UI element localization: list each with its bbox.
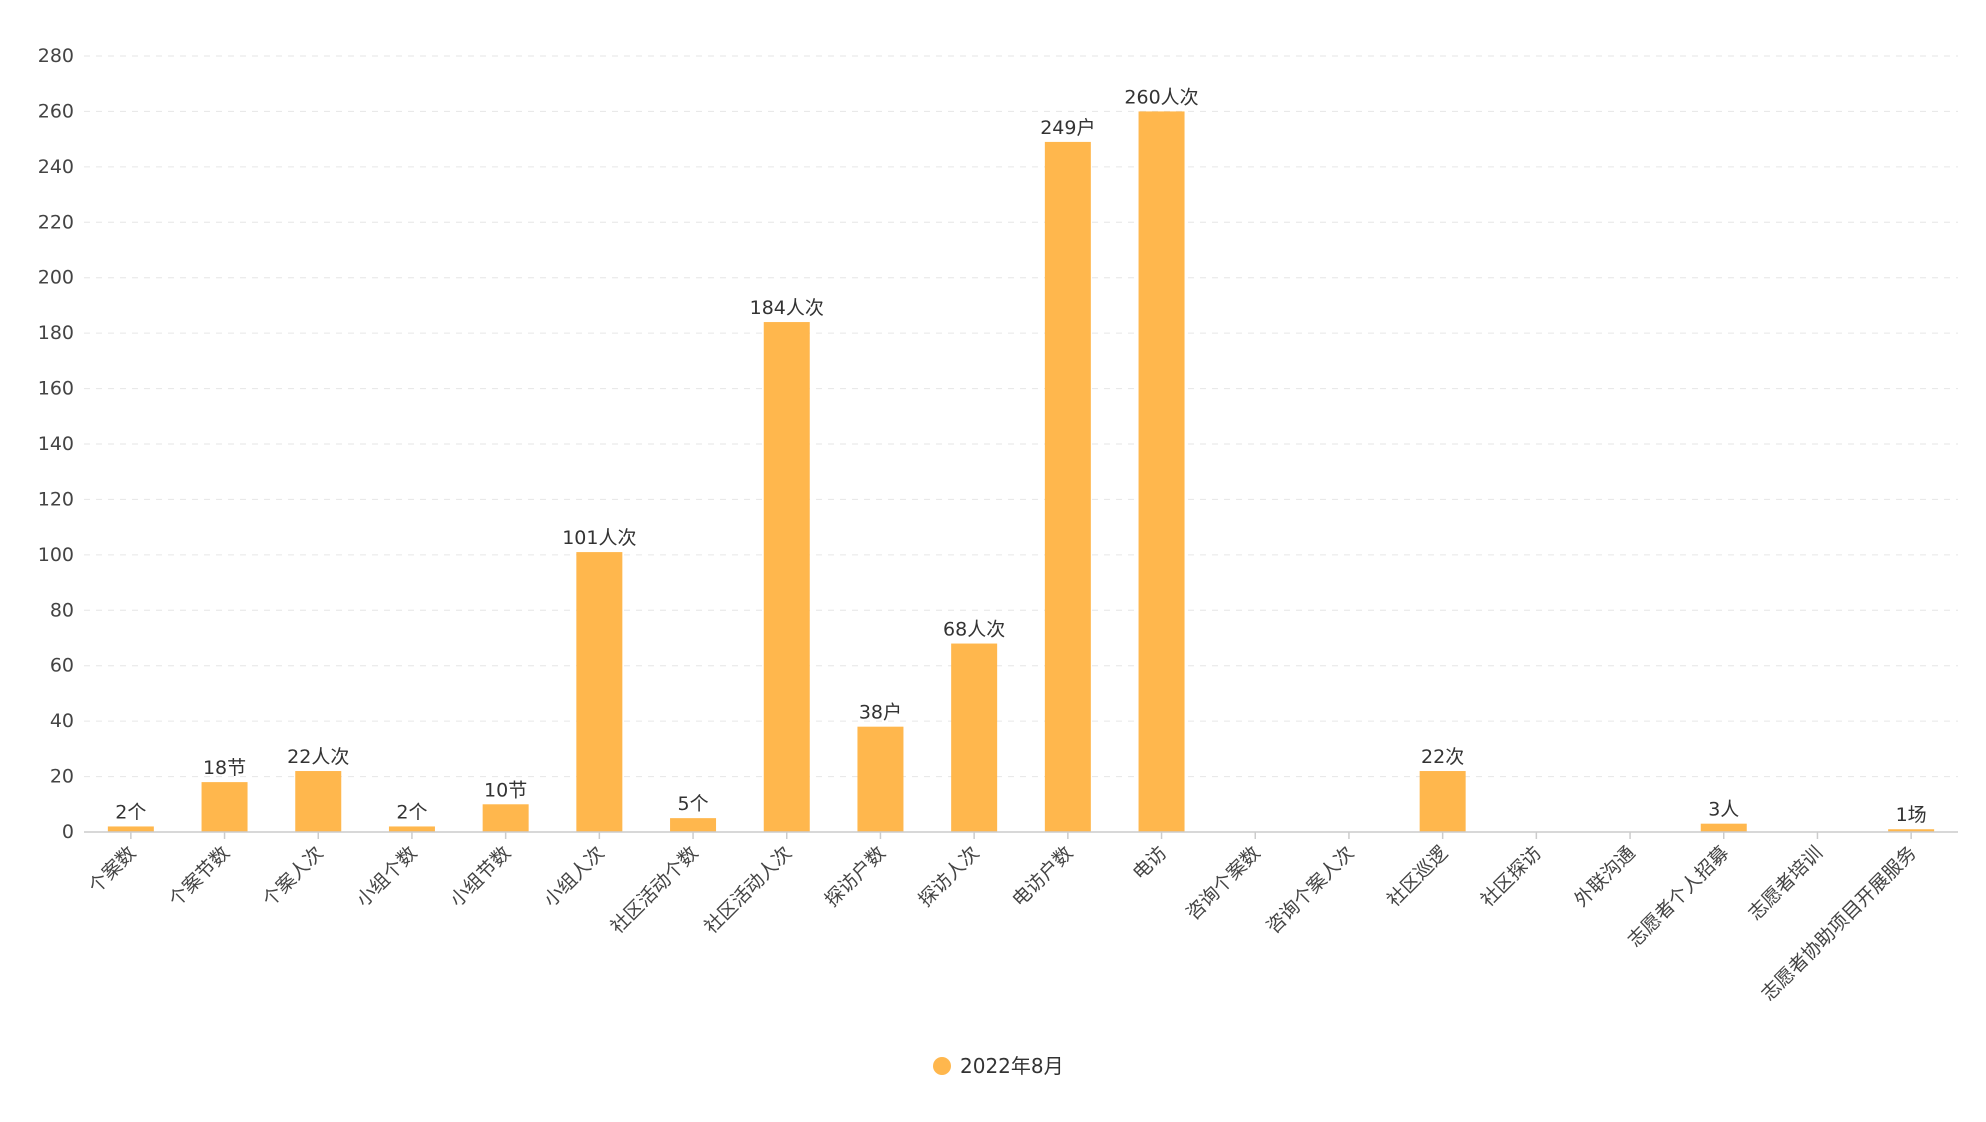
y-tick-label: 180 — [38, 322, 74, 344]
bar-value-label: 101人次 — [562, 527, 636, 549]
legend-marker-icon[interactable] — [933, 1057, 951, 1075]
y-tick-label: 40 — [50, 710, 74, 732]
x-category-label: 社区活动个数 — [606, 842, 702, 938]
x-category-label: 小组人次 — [540, 842, 609, 911]
y-tick-label: 260 — [38, 100, 74, 122]
legend-label[interactable]: 2022年8月 — [960, 1054, 1064, 1078]
bar-value-label: 184人次 — [750, 297, 824, 319]
bar-value-label: 2个 — [396, 801, 427, 823]
bar[interactable] — [107, 826, 154, 832]
x-category-label: 社区巡逻 — [1383, 842, 1452, 911]
x-category-label: 社区探访 — [1477, 842, 1546, 911]
x-category-label: 电访户数 — [1008, 842, 1077, 911]
bar-series — [107, 111, 1935, 832]
bar[interactable] — [1888, 829, 1935, 832]
bar-value-label: 22次 — [1421, 746, 1464, 768]
bar[interactable] — [388, 826, 435, 832]
bar-value-label: 249户 — [1040, 117, 1095, 139]
bar-value-label: 38户 — [859, 702, 902, 724]
y-tick-label: 240 — [38, 156, 74, 178]
y-tick-label: 140 — [38, 433, 74, 455]
bar[interactable] — [857, 726, 904, 832]
bar-value-label: 260人次 — [1124, 86, 1198, 108]
bar-value-label: 3人 — [1708, 799, 1739, 821]
x-category-label: 个案节数 — [165, 842, 234, 911]
bar[interactable] — [951, 643, 998, 832]
bar-value-label: 22人次 — [287, 746, 349, 768]
legend[interactable]: 2022年8月 — [933, 1054, 1064, 1078]
bar[interactable] — [1138, 111, 1185, 832]
y-tick-label: 280 — [38, 45, 74, 67]
bar[interactable] — [201, 782, 248, 832]
y-tick-label: 0 — [62, 821, 74, 843]
y-tick-label: 120 — [38, 488, 74, 510]
x-category-label: 志愿者个人招募 — [1624, 842, 1734, 952]
x-category-label: 社区活动人次 — [700, 842, 796, 938]
bar-value-label: 68人次 — [943, 619, 1005, 641]
x-category-label: 探访户数 — [821, 842, 890, 911]
y-tick-label: 100 — [38, 544, 74, 566]
y-tick-label: 200 — [38, 267, 74, 289]
y-tick-label: 20 — [50, 766, 74, 788]
bar-value-label: 2个 — [115, 801, 146, 823]
bar[interactable] — [482, 804, 529, 832]
y-tick-label: 160 — [38, 378, 74, 400]
bar-value-label: 5个 — [678, 793, 709, 815]
x-category-label: 个案数 — [85, 842, 141, 898]
x-category-label: 志愿者协助项目开展服务 — [1757, 842, 1920, 1005]
bar[interactable] — [1700, 823, 1747, 832]
bar-value-label: 10节 — [484, 779, 527, 801]
bar[interactable] — [295, 771, 342, 832]
x-category-label: 小组节数 — [446, 842, 515, 911]
x-axis: 个案数 个案节数 个案人次 小组个数 小组节数 小组人次社区活动个数社区活动人次 探访户数探… — [84, 831, 1958, 1005]
bar[interactable] — [1419, 771, 1466, 832]
bar[interactable] — [763, 322, 810, 832]
y-tick-label: 60 — [50, 655, 74, 677]
x-category-label: 志愿者培训 — [1744, 842, 1827, 925]
x-category-label: 个案人次 — [258, 842, 327, 911]
x-category-label: 咨询个案人次 — [1262, 842, 1358, 938]
bar[interactable] — [670, 818, 717, 832]
y-axis: 0 20 40 60 80 100 120 140 160 180 200 220 240 260 280 — [38, 45, 74, 843]
bar-value-label: 18节 — [203, 757, 246, 779]
x-category-label: 外联沟通 — [1570, 842, 1639, 911]
bar[interactable] — [1044, 141, 1091, 832]
y-tick-label: 80 — [50, 599, 74, 621]
bar[interactable] — [576, 552, 623, 832]
x-category-label: 咨询个案数 — [1182, 842, 1265, 925]
data-labels: 2个 18节 22人次 2个 10节 101人次 5个 184人次 38户 68人次 249户 260… — [115, 86, 1926, 826]
y-tick-label: 220 — [38, 211, 74, 233]
x-category-label: 探访人次 — [914, 842, 983, 911]
x-category-label: 电访 — [1129, 842, 1171, 884]
x-category-label: 小组个数 — [352, 842, 421, 911]
bar-value-label: 1场 — [1896, 804, 1927, 826]
grid-lines — [84, 55, 1958, 778]
